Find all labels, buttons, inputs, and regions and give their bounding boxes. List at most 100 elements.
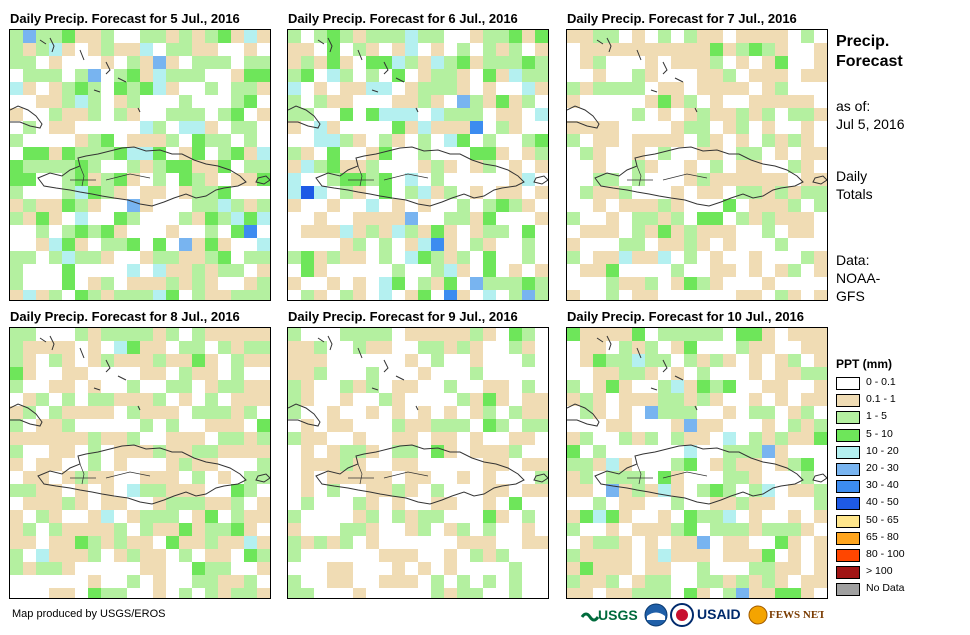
precip-cell: [632, 471, 645, 484]
precip-cell: [775, 445, 788, 458]
precip-cell: [327, 147, 340, 160]
precip-cell: [684, 56, 697, 69]
precip-cell: [205, 173, 218, 186]
precip-cell: [166, 523, 179, 536]
precip-cell: [353, 432, 366, 445]
precip-cell: [244, 251, 257, 264]
legend-label: 5 - 10: [866, 427, 893, 440]
precip-cell: [127, 445, 140, 458]
precip-cell: [314, 134, 327, 147]
precip-cell: [775, 56, 788, 69]
precip-cell: [671, 536, 684, 549]
precip-cell: [101, 497, 114, 510]
precip-cell: [580, 575, 593, 588]
precip-cell: [483, 212, 496, 225]
precip-cell: [736, 445, 749, 458]
precip-cell: [431, 121, 444, 134]
precip-cell: [153, 523, 166, 536]
precip-cell: [192, 56, 205, 69]
precip-cell: [75, 523, 88, 536]
puerto-rico-outline: [533, 473, 548, 483]
precip-cell: [580, 43, 593, 56]
precip-cell: [671, 95, 684, 108]
as-of-label: as of:: [836, 98, 871, 114]
precip-cell: [88, 290, 101, 300]
precip-cell: [801, 341, 814, 354]
precip-cell: [353, 458, 366, 471]
cuba-outline: [10, 105, 43, 129]
precip-cell: [340, 56, 353, 69]
precip-cell: [580, 147, 593, 160]
precip-cell: [88, 30, 101, 43]
precip-cell: [405, 251, 418, 264]
precip-cell: [619, 549, 632, 562]
precip-cell: [645, 134, 658, 147]
precip-cell: [567, 562, 580, 575]
precip-cell: [75, 199, 88, 212]
precip-cell: [509, 56, 522, 69]
precip-cell: [788, 160, 801, 173]
precip-cell: [49, 212, 62, 225]
precip-cell: [814, 484, 827, 497]
precip-cell: [288, 523, 301, 536]
precip-cell: [10, 277, 23, 290]
precip-cell: [632, 575, 645, 588]
precip-cell: [301, 56, 314, 69]
precip-cell: [366, 43, 379, 56]
precip-cell: [658, 484, 671, 497]
precip-cell: [366, 225, 379, 238]
bahamas-outline: [596, 335, 698, 411]
precip-cell: [483, 458, 496, 471]
precip-cell: [231, 588, 244, 598]
precip-cell: [444, 380, 457, 393]
precip-cell: [671, 341, 684, 354]
precip-cell: [801, 160, 814, 173]
precip-cell: [814, 549, 827, 562]
precip-cell: [801, 225, 814, 238]
precip-cell: [166, 134, 179, 147]
precip-cell: [218, 108, 231, 121]
precip-cell: [127, 264, 140, 277]
precip-cell: [593, 43, 606, 56]
totals-label: Totals: [836, 186, 873, 202]
precip-cell: [593, 341, 606, 354]
precip-cell: [244, 134, 257, 147]
precip-cell: [431, 575, 444, 588]
precip-cell: [257, 354, 270, 367]
precip-cell: [340, 82, 353, 95]
precip-cell: [379, 147, 392, 160]
precip-cell: [257, 108, 270, 121]
precip-cell: [244, 82, 257, 95]
precip-cell: [340, 238, 353, 251]
precip-cell: [88, 588, 101, 598]
border-line: [627, 463, 708, 485]
precip-cell: [749, 147, 762, 160]
precip-cell: [567, 328, 580, 341]
precip-cell: [567, 134, 580, 147]
precip-cell: [723, 471, 736, 484]
precip-cell: [205, 212, 218, 225]
precip-cell: [723, 497, 736, 510]
precip-cell: [366, 199, 379, 212]
precip-cell: [62, 354, 75, 367]
precip-cell: [606, 264, 619, 277]
precip-cell: [749, 393, 762, 406]
precip-cell: [23, 354, 36, 367]
precip-cell: [257, 56, 270, 69]
precip-cell: [632, 30, 645, 43]
precip-cell: [567, 484, 580, 497]
precip-cell: [301, 354, 314, 367]
precip-cell: [10, 458, 23, 471]
precip-cell: [153, 484, 166, 497]
precip-cell: [775, 432, 788, 445]
precip-cell: [535, 277, 548, 290]
precip-cell: [580, 458, 593, 471]
precip-cell: [593, 82, 606, 95]
precip-cell: [205, 536, 218, 549]
precip-cell: [62, 43, 75, 56]
legend-label: 80 - 100: [866, 548, 905, 560]
precip-cell: [140, 186, 153, 199]
precip-cell: [379, 393, 392, 406]
precip-cell: [496, 225, 509, 238]
precip-cell: [314, 367, 327, 380]
